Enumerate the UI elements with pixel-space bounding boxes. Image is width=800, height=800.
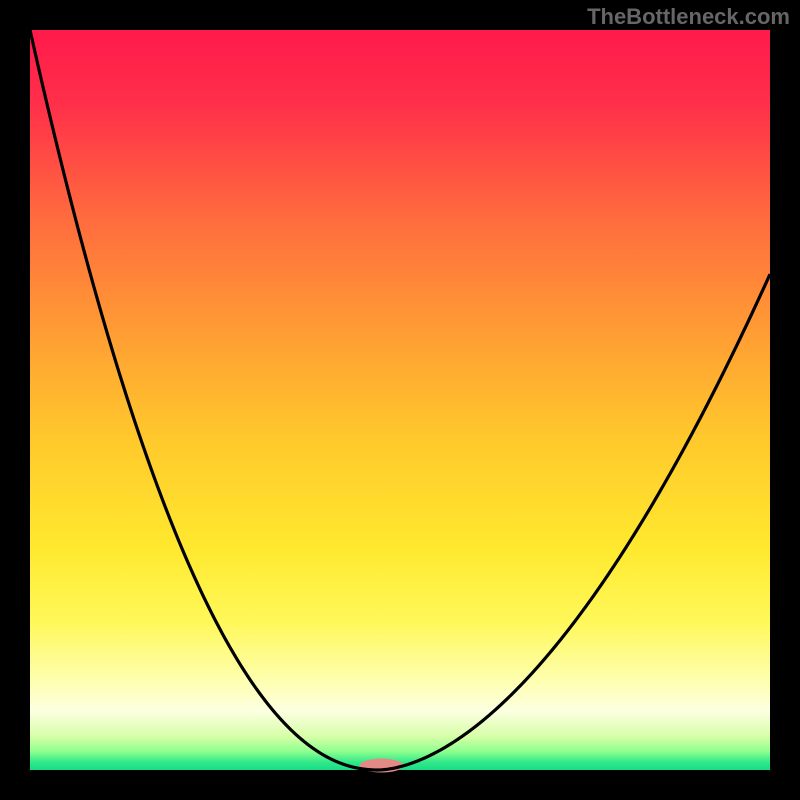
watermark-text: TheBottleneck.com <box>587 4 790 30</box>
plot-background <box>30 30 770 770</box>
chart-container: TheBottleneck.com <box>0 0 800 800</box>
bottleneck-chart <box>0 0 800 800</box>
